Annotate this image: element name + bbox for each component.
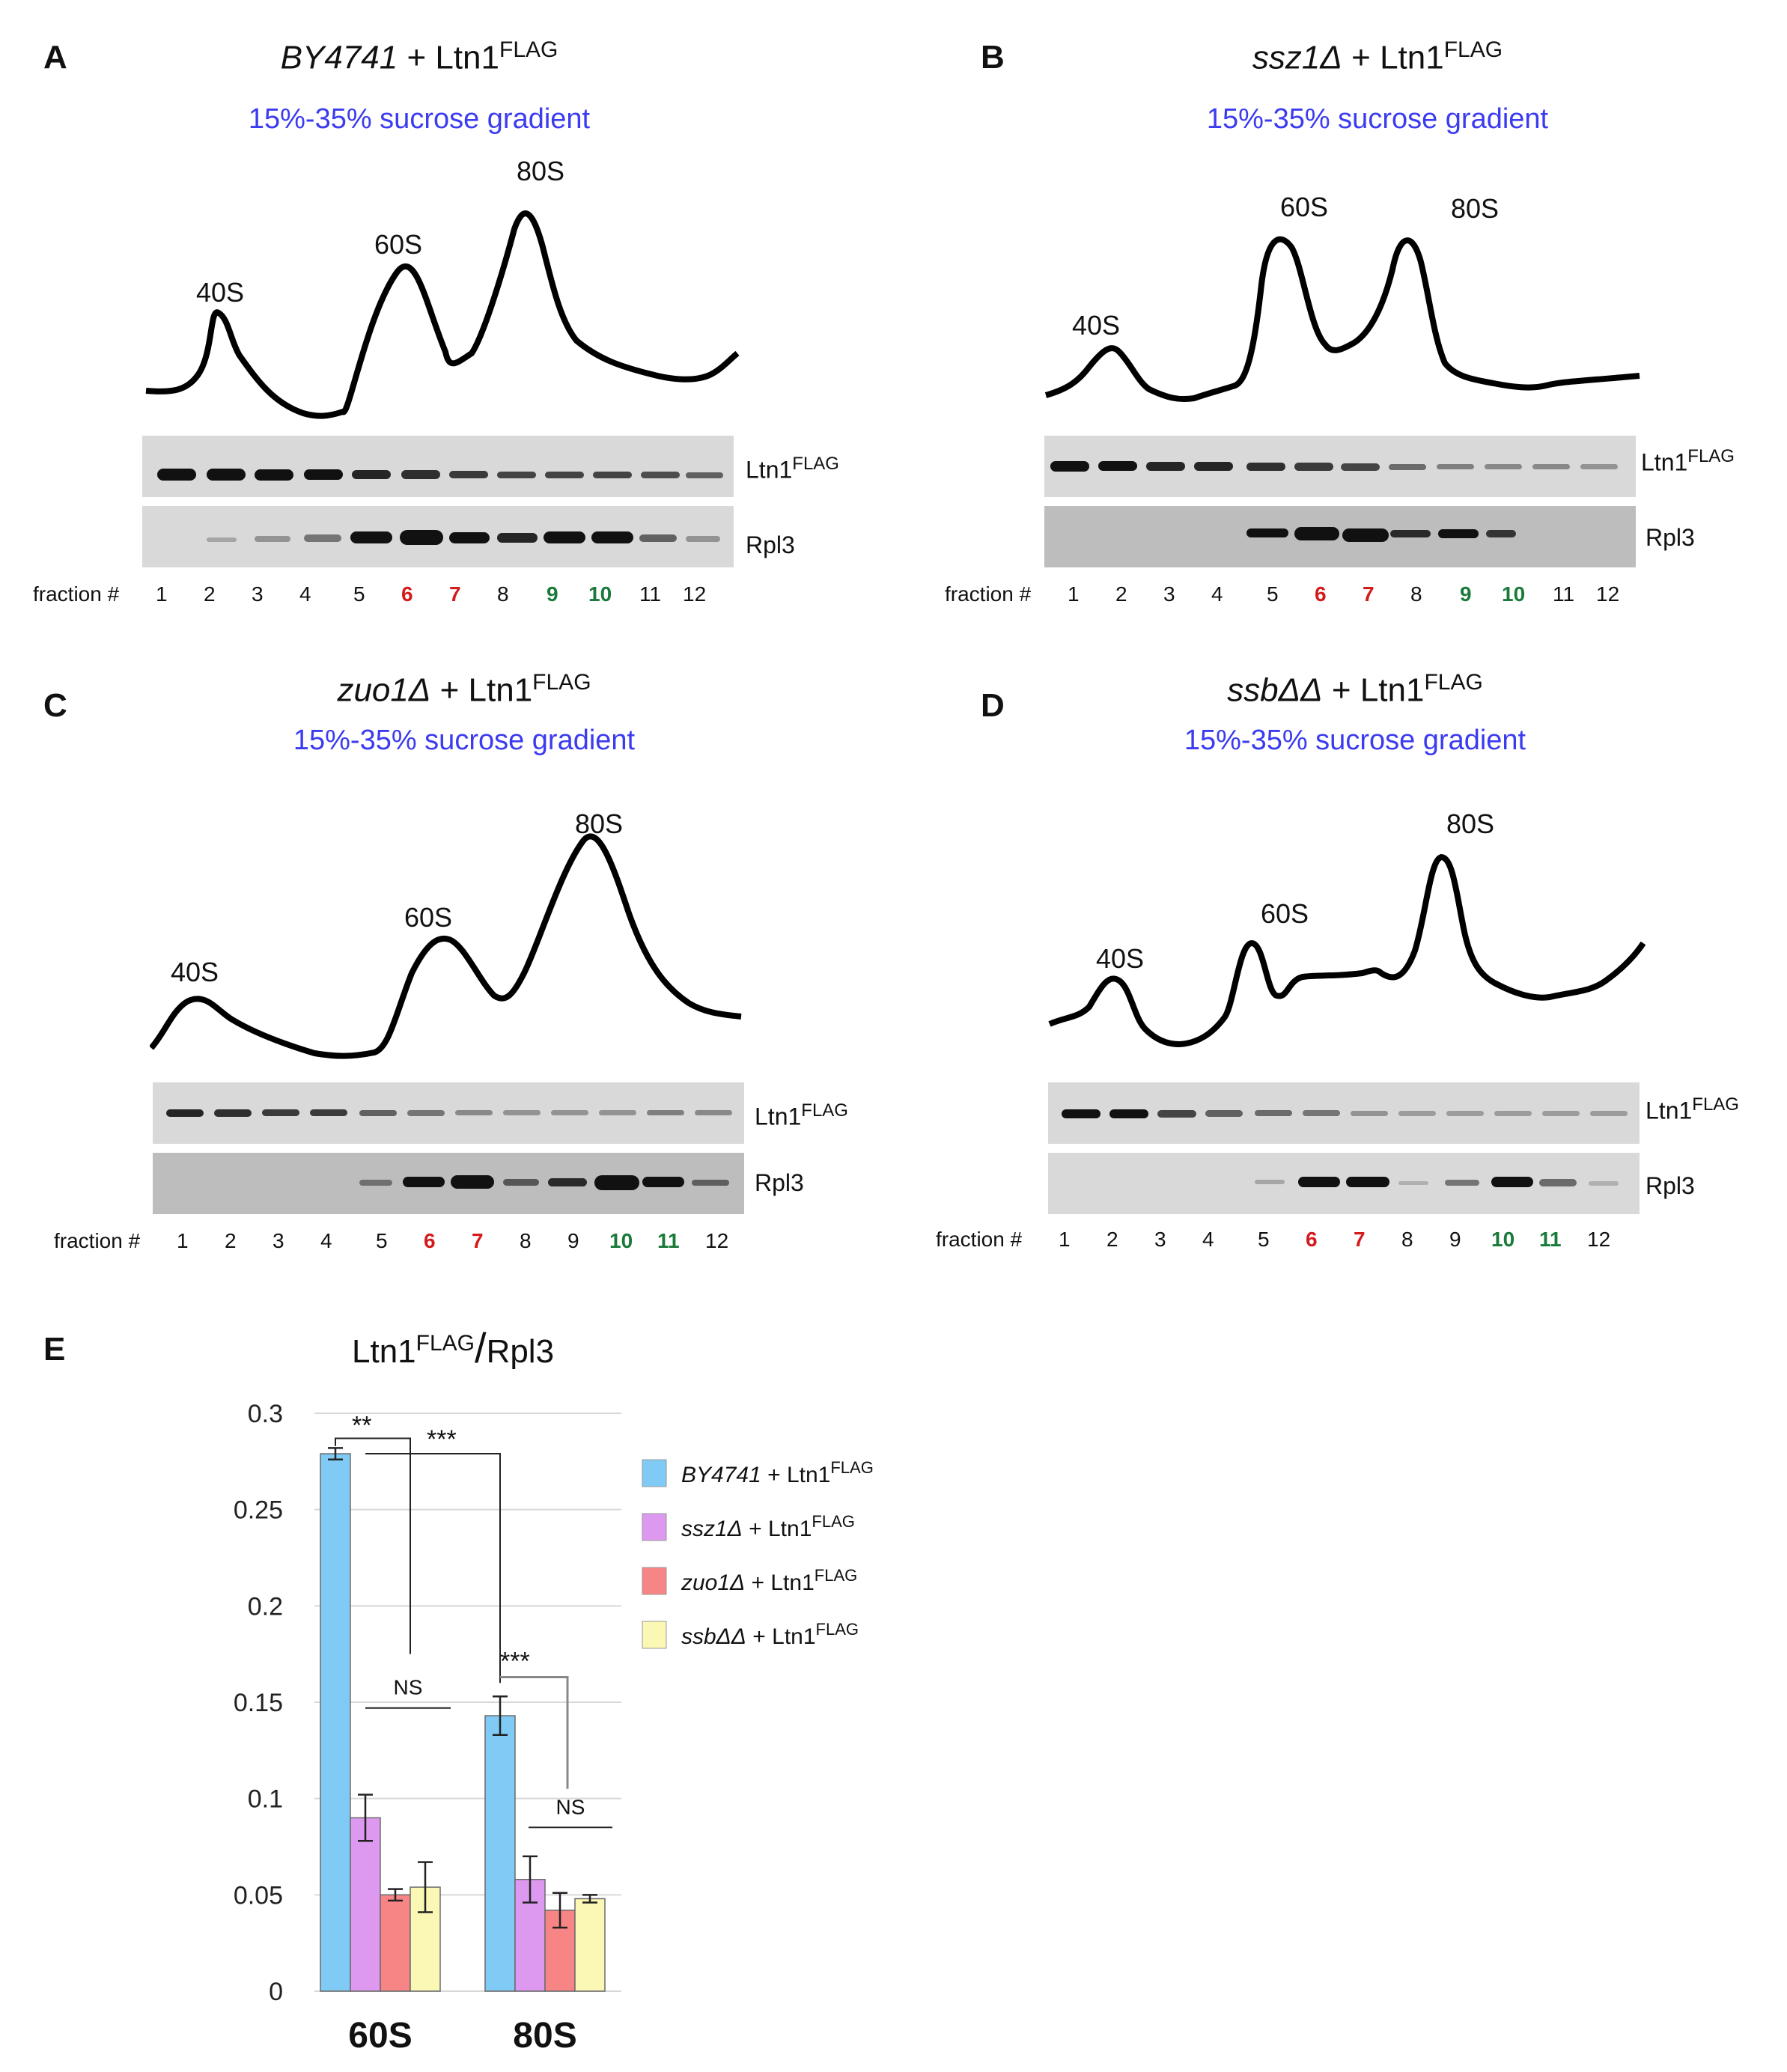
y-tick-label: 0.1	[248, 1785, 283, 1814]
blot-rpl3	[142, 506, 734, 567]
peak-label-80s: 80S	[1446, 808, 1495, 839]
x-category-label: 60S	[348, 2016, 412, 2056]
sig-bracket	[365, 1453, 501, 1684]
peak-label-60s: 60S	[404, 902, 453, 933]
legend-swatch	[642, 1513, 667, 1541]
sig-label: ***	[427, 1425, 457, 1454]
bar	[380, 1894, 411, 1992]
panel-title: BY4741 + Ltn1FLAG	[280, 37, 558, 76]
blot-label-rpl3: Rpl3	[755, 1169, 804, 1196]
fraction-row: fraction # 1 2 3 4 5 6 7 8 9 10 11 12	[936, 1228, 1611, 1251]
fraction-row: fraction # 1 2 3 4 5 6 7 8 9 10 11 12	[54, 1229, 729, 1252]
panel-title: zuo1Δ + Ltn1FLAG	[337, 670, 591, 709]
profile-trace	[145, 210, 740, 419]
legend-label: zuo1Δ + Ltn1FLAG	[681, 1566, 857, 1595]
bar	[574, 1898, 606, 1992]
peak-label-80s: 80S	[575, 808, 624, 839]
peak-label-40s: 40S	[1072, 310, 1121, 341]
peak-label-40s: 40S	[171, 957, 219, 987]
peak-label-80s: 80S	[1451, 193, 1500, 224]
y-tick-label: 0.25	[234, 1496, 283, 1525]
panel-subtitle: 15%-35% sucrose gradient	[293, 725, 636, 756]
panel-label: E	[43, 1331, 66, 1368]
peak-label-60s: 60S	[1280, 192, 1329, 222]
blot-label-rpl3: Rpl3	[1646, 524, 1695, 551]
panel-subtitle: 15%-35% sucrose gradient	[1184, 725, 1526, 756]
y-tick-label: 0.15	[234, 1689, 283, 1717]
blot-rpl3	[1048, 1153, 1640, 1214]
panel-title: ssbΔΔ + Ltn1FLAG	[1227, 670, 1483, 709]
profile-trace	[1044, 236, 1640, 403]
blot-label-ltn1: Ltn1FLAG	[1641, 446, 1735, 476]
sig-label: **	[352, 1411, 371, 1439]
panel-subtitle: 15%-35% sucrose gradient	[248, 103, 591, 135]
blot-ltn1	[153, 1082, 744, 1144]
peak-label-60s: 60S	[1261, 898, 1309, 929]
bar	[320, 1453, 351, 1992]
blot-label-rpl3: Rpl3	[1646, 1172, 1695, 1199]
trace-line	[1044, 236, 1640, 403]
legend-swatch	[642, 1459, 667, 1487]
bar-chart: Ltn1FLAG/Rpl3 0 0.05 0.1 0.15 0.2 0.25 0.3 60S 80…	[234, 1324, 874, 2056]
chart-title: Ltn1FLAG/Rpl3	[352, 1324, 554, 1371]
sig-bracket	[335, 1437, 411, 1654]
trace-line	[145, 210, 740, 419]
fraction-row: fraction # 1 2 3 4 5 6 7 8 9 10 11 12	[945, 582, 1620, 606]
peak-label-60s: 60S	[374, 229, 423, 260]
blot-label-ltn1: Ltn1FLAG	[755, 1100, 848, 1130]
legend-label: BY4741 + Ltn1FLAG	[681, 1458, 874, 1487]
panel-title: ssz1Δ + Ltn1FLAG	[1252, 37, 1503, 76]
sig-bracket	[500, 1676, 569, 1789]
bar	[484, 1715, 516, 1992]
blot-ltn1	[142, 436, 734, 497]
sig-label: ***	[500, 1648, 530, 1676]
bar	[350, 1817, 381, 1992]
legend-swatch	[642, 1621, 667, 1649]
trace-line	[150, 833, 742, 1059]
panel-subtitle: 15%-35% sucrose gradient	[1206, 103, 1549, 135]
y-tick-label: 0	[269, 1978, 283, 2006]
blot-ltn1	[1044, 436, 1636, 497]
peak-label-40s: 40S	[1096, 943, 1145, 974]
blot-rpl3	[1044, 506, 1636, 567]
blot-label-rpl3: Rpl3	[746, 531, 795, 558]
bar	[410, 1886, 441, 1992]
blot-rpl3	[153, 1153, 744, 1214]
fraction-row: fraction # 1 2 3 4 5 6 7 8 9 10 11 12	[33, 582, 707, 606]
legend-swatch	[642, 1567, 667, 1595]
blot-label-ltn1: Ltn1FLAG	[1646, 1094, 1739, 1124]
sig-label: NS	[556, 1795, 585, 1818]
blot-ltn1	[1048, 1082, 1640, 1144]
blot-label-ltn1: Ltn1FLAG	[746, 454, 839, 484]
peak-label-40s: 40S	[196, 277, 245, 308]
panel-label: C	[43, 687, 67, 724]
sig-label: NS	[394, 1676, 423, 1699]
profile-trace	[1048, 853, 1646, 1048]
legend-label: ssz1Δ + Ltn1FLAG	[681, 1512, 855, 1541]
legend-label: ssbΔΔ + Ltn1FLAG	[681, 1620, 859, 1649]
peak-label-80s: 80S	[517, 156, 565, 186]
panel-label: B	[981, 39, 1005, 76]
x-category-label: 80S	[513, 2016, 576, 2056]
y-tick-label: 0.3	[248, 1400, 283, 1428]
panel-label: A	[43, 39, 67, 76]
y-tick-label: 0.05	[234, 1881, 283, 1910]
panel-label: D	[981, 687, 1005, 724]
profile-trace	[150, 833, 742, 1059]
y-tick-label: 0.2	[248, 1592, 283, 1621]
trace-line	[1048, 853, 1646, 1048]
